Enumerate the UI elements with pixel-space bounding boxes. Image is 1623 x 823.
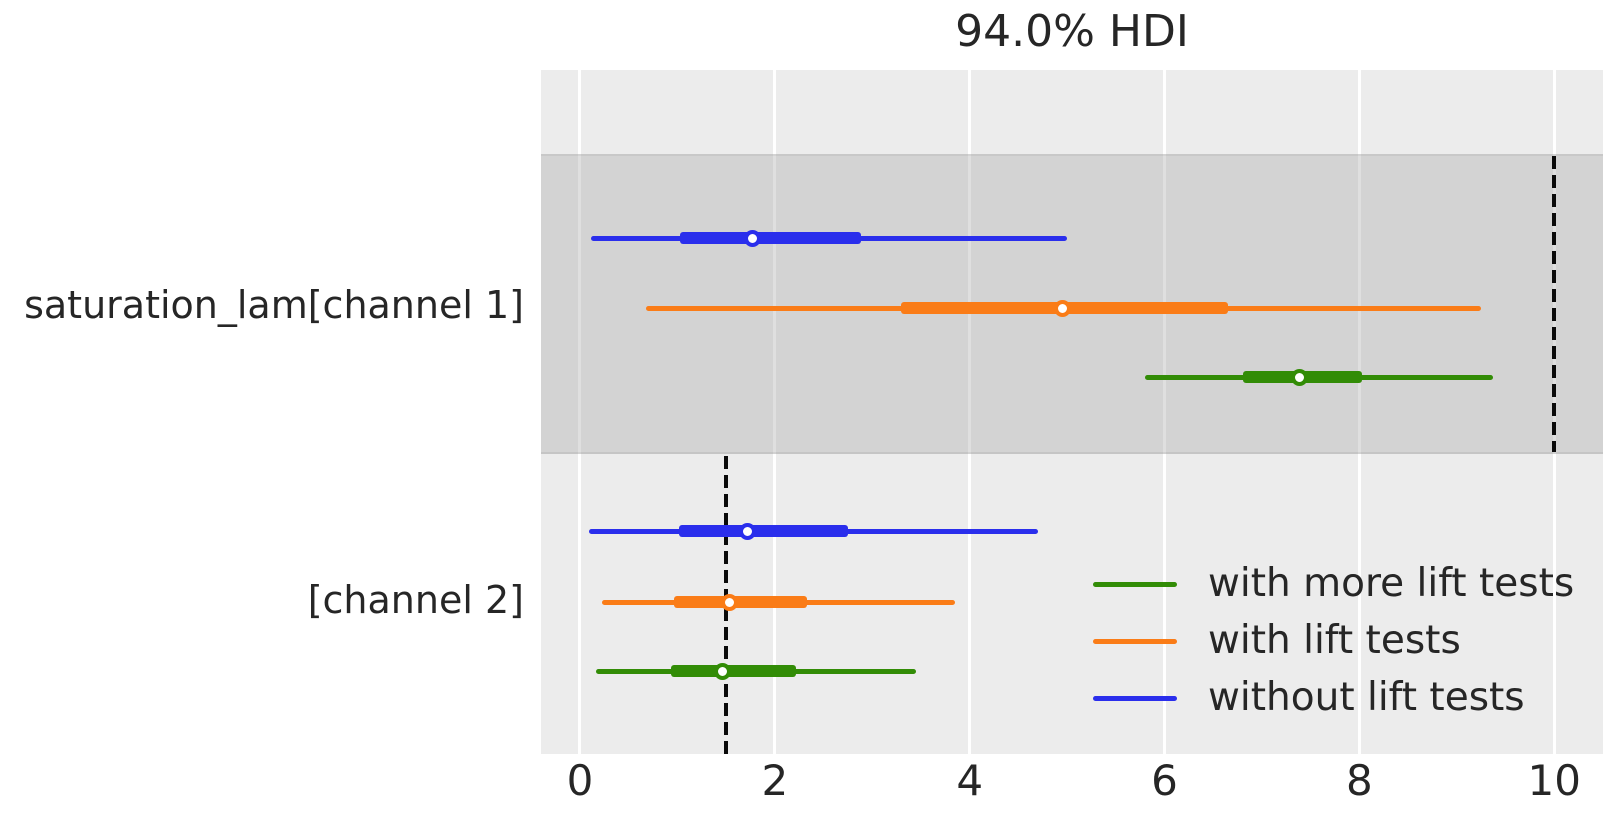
plot-title: 94.0% HDI	[955, 6, 1189, 57]
gridline-x-6	[1163, 70, 1167, 754]
x-tick-label-8: 8	[1346, 756, 1373, 805]
quartile-line-with-lift-tests-row-2	[673, 596, 807, 608]
gridline-x-4	[968, 70, 972, 754]
x-tick-label-4: 4	[956, 756, 984, 805]
median-marker-without-lift-tests-row-1	[743, 229, 761, 247]
row-label-channel-1: saturation_lam[channel 1]	[24, 283, 524, 327]
x-tick-label-2: 2	[761, 756, 789, 805]
quartile-line-without-lift-tests-row-1	[680, 232, 861, 244]
gridline-x-8	[1357, 70, 1361, 754]
x-tick-label-6: 6	[1151, 756, 1178, 805]
quartile-line-with-more-lift-tests-row-2	[670, 665, 797, 677]
quartile-line-without-lift-tests-row-2	[679, 525, 848, 537]
gridline-x-0	[578, 70, 582, 754]
median-marker-with-more-lift-tests-row-1	[1290, 368, 1308, 386]
median-marker-without-lift-tests-row-2	[739, 522, 757, 540]
median-marker-with-lift-tests-row-1	[1053, 299, 1071, 317]
plot-area	[541, 70, 1603, 754]
gridline-x-2	[773, 70, 777, 754]
median-marker-with-more-lift-tests-row-2	[713, 662, 731, 680]
x-tick-label-0: 0	[566, 756, 594, 805]
median-marker-with-lift-tests-row-2	[720, 593, 738, 611]
x-tick-label-10: 10	[1527, 756, 1581, 805]
row-label-channel-2: [channel 2]	[307, 578, 524, 622]
ref-line-row-1	[1552, 156, 1557, 452]
